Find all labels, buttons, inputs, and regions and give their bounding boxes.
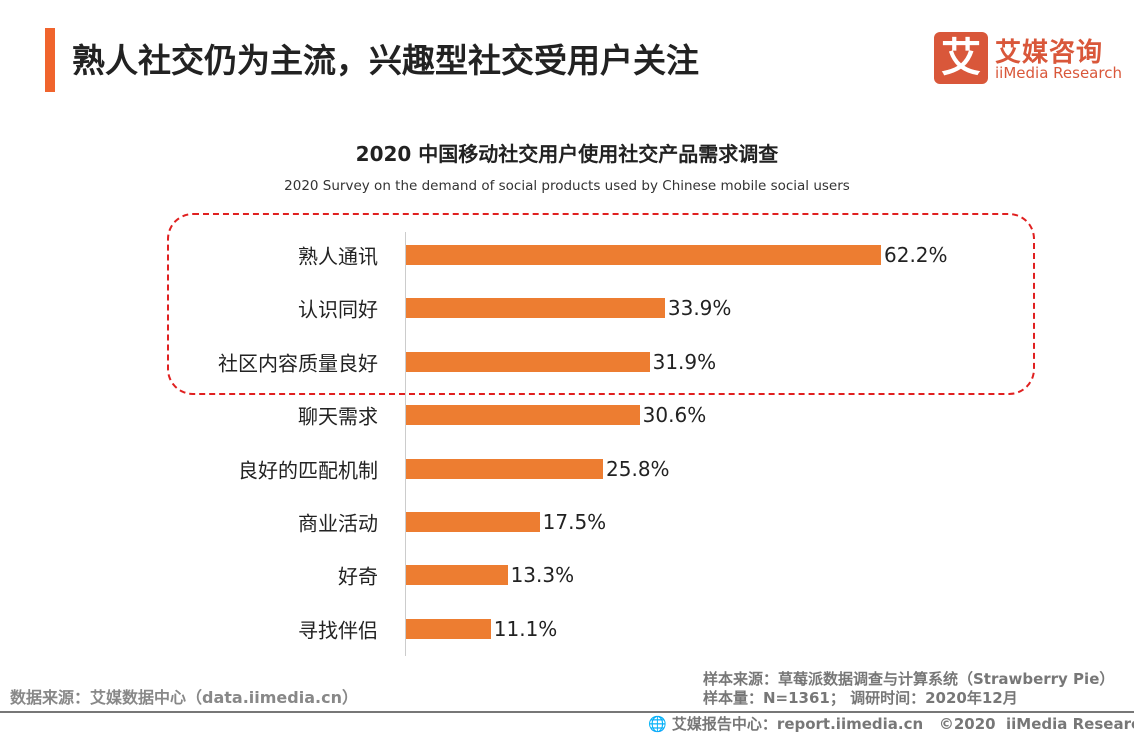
bar — [406, 618, 491, 639]
chart-title: 2020 中国移动社交用户使用社交产品需求调查 — [355, 142, 779, 166]
category-label: 熟人通讯 — [298, 244, 378, 269]
highlight-box — [167, 213, 1035, 395]
page-title: 熟人社交仍为主流，兴趣型社交受用户关注 — [72, 41, 699, 80]
sample-size: 样本量：N=1361； 调研时间：2020年12月 — [703, 689, 1018, 707]
category-label: 认识同好 — [298, 297, 378, 322]
logo-text-cn: 艾媒咨询 — [995, 38, 1104, 68]
data-label: 17.5% — [542, 510, 607, 534]
data-label: 31.9% — [652, 349, 717, 374]
data-label: 33.9% — [667, 296, 732, 321]
data-label: 25.8% — [606, 456, 670, 481]
bar — [406, 565, 508, 586]
bar — [406, 245, 881, 265]
globe-icon: 🌐 — [648, 715, 667, 733]
data-label: 13.3% — [510, 563, 575, 588]
bar — [406, 351, 650, 372]
category-axis — [405, 232, 406, 656]
title-accent-bar — [45, 28, 55, 92]
data-label: 11.1% — [493, 616, 558, 641]
footer-divider — [0, 711, 1134, 713]
category-label: 良好的匹配机制 — [238, 458, 378, 483]
category-label: 社区内容质量良好 — [218, 351, 378, 376]
logo-mark: 艾 — [934, 32, 988, 84]
category-label: 好奇 — [338, 564, 378, 589]
report-footer: 🌐 艾媒报告中心：report.iimedia.cn ©2020 iiMedia… — [648, 713, 1134, 734]
bar — [406, 298, 665, 319]
bar — [406, 512, 540, 532]
logo-text-en: iiMedia Research — [995, 64, 1122, 82]
data-label: 30.6% — [642, 403, 707, 428]
category-label: 聊天需求 — [298, 404, 378, 429]
category-label: 商业活动 — [298, 511, 378, 536]
bar — [406, 458, 604, 479]
sample-source: 样本来源：草莓派数据调查与计算系统（Strawberry Pie） — [703, 670, 1115, 688]
bar — [406, 405, 640, 426]
category-label: 寻找伴侣 — [298, 618, 378, 643]
report-text: 艾媒报告中心：report.iimedia.cn ©2020 iiMedia R… — [671, 715, 1134, 733]
chart-subtitle: 2020 Survey on the demand of social prod… — [284, 178, 850, 194]
data-label: 62.2% — [884, 243, 948, 267]
data-source: 数据来源：艾媒数据中心（data.iimedia.cn） — [10, 688, 358, 707]
